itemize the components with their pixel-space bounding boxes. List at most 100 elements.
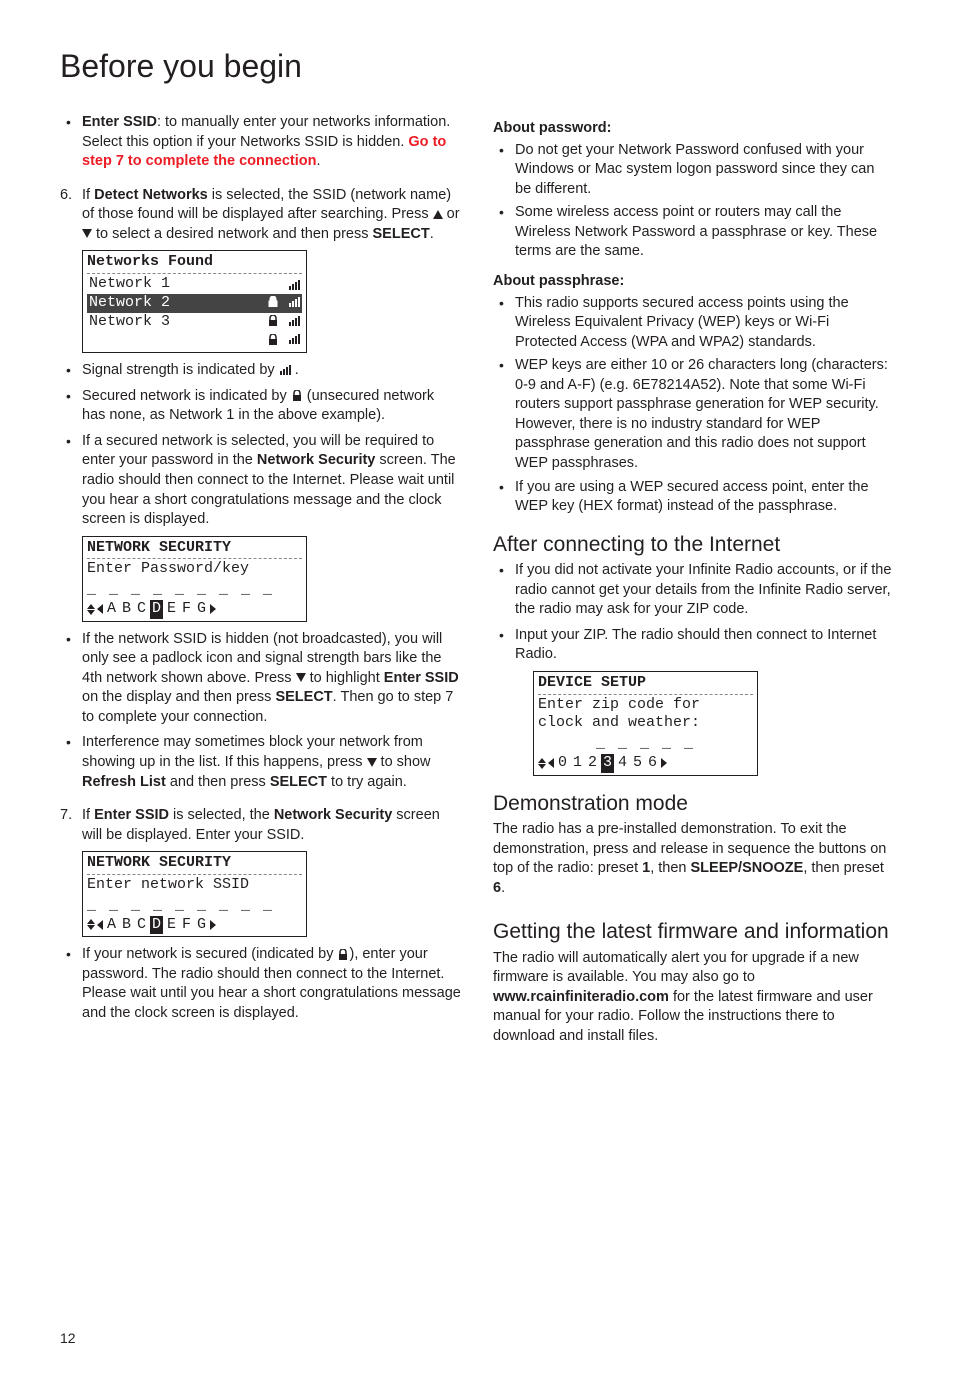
right-column: About password: Do not get your Network … [493,113,894,1046]
enter-ssid-tail: . [316,153,320,169]
page-title: Before you begin [60,48,894,85]
lock-icon [267,296,279,307]
lcd-sec-line: Enter Password/key [87,560,302,579]
firmware-text: The radio will automatically alert you f… [493,949,894,1047]
sel-char-highlight: 3 [601,754,614,773]
sel-char-highlight: D [150,916,163,935]
step-7: 7. If Enter SSID is selected, the Networ… [60,806,461,845]
page-number: 12 [60,1330,76,1346]
sel-char: 4 [616,754,629,773]
lcd-device-line1: Enter zip code for [538,696,753,715]
lcd-networks-found: Networks Found Network 1 Network 2 Netwo… [82,250,307,353]
lcd-ssid-title: NETWORK SECURITY [87,854,302,875]
sel-char: 6 [646,754,659,773]
step-6-num: 6. [60,186,72,206]
sel-char: 0 [556,754,569,773]
sel-char: E [165,916,178,935]
lcd-networks-title: Networks Found [87,253,302,274]
sel-char: A [105,916,118,935]
demo-text: The radio has a pre-installed demonstrat… [493,820,894,898]
demo-b3: 6 [493,880,501,896]
after-connecting-item: If you did not activate your Infinite Ra… [493,561,894,620]
bullet-signal-strength: Signal strength is indicated by . [60,361,461,381]
int-c: and then press [166,774,270,790]
lcd-entry-dashes: _ _ _ _ _ _ _ _ _ [87,581,302,600]
lcd-device-setup: DEVICE SETUP Enter zip code for clock an… [533,671,758,776]
step-7-num: 7. [60,806,72,826]
right-arrow-icon [661,758,667,768]
bullet-secured-selected: If a secured network is selected, you wi… [60,432,461,530]
left-column: Enter SSID: to manually enter your netwo… [60,113,461,1046]
lcd-network-security: NETWORK SECURITY Enter Password/key _ _ … [82,536,307,622]
signal-text: Signal strength is indicated by [82,362,279,378]
hs-bold2: SELECT [275,689,332,705]
bullet-interference: Interference may sometimes block your ne… [60,733,461,792]
step-6: 6. If Detect Networks is selected, the S… [60,186,461,245]
s7-b: is selected, the [169,807,274,823]
about-passphrase-block: About passphrase: This radio supports se… [493,272,894,517]
after-connecting-heading: After connecting to the Internet [493,531,894,559]
step6-bold1: Detect Networks [94,187,208,203]
demo-heading: Demonstration mode [493,790,894,818]
sel-char: G [195,600,208,619]
down-arrow-icon [82,229,92,238]
lock-icon [267,334,279,345]
demo-b: , then [650,860,690,876]
demo-b2: SLEEP/SNOOZE [691,860,804,876]
sel-char: B [120,600,133,619]
lcd-sec-title: NETWORK SECURITY [87,539,302,560]
int-bold2: SELECT [270,774,327,790]
up-arrow-icon [433,210,443,219]
fw-bold: www.rcainfiniteradio.com [493,989,669,1005]
bullet-secured-network: Secured network is indicated by (unsecur… [60,387,461,426]
lcd-network-row-4 [87,331,302,350]
firmware-heading: Getting the latest firmware and informat… [493,918,894,946]
lcd-device-line2: clock and weather: [538,714,753,733]
lcd-device-title: DEVICE SETUP [538,674,753,695]
lock-icon [291,390,303,401]
signal-icon [288,280,300,290]
ifs-a: If your network is secured (indicated by [82,946,337,962]
lock-icon [267,315,279,326]
bullet-hidden-ssid: If the network SSID is hidden (not broad… [60,630,461,728]
updown-icon [87,604,95,615]
after-connecting-item: Input your ZIP. The radio should then co… [493,626,894,665]
secsel-bold: Network Security [257,452,375,468]
lcd-net1-label: Network 1 [89,275,170,294]
fw-a: The radio will automatically alert you f… [493,950,859,986]
lcd-char-selector: A B C D E F G [87,916,302,935]
signal-icon [288,334,300,344]
lcd-char-selector: 0 1 2 3 4 5 6 [538,754,753,773]
demo-d: . [501,880,505,896]
step6-d: to select a desired network and then pre… [92,226,373,242]
step6-a: If [82,187,94,203]
hs-bold1: Enter SSID [384,670,459,686]
about-passphrase-item: WEP keys are either 10 or 26 characters … [493,356,894,473]
lcd-entry-dashes: _ _ _ _ _ _ _ _ _ [87,897,302,916]
sel-char: C [135,916,148,935]
bullet-enter-ssid: Enter SSID: to manually enter your netwo… [60,113,461,172]
down-arrow-icon [367,758,377,767]
lcd-entry-dashes: _ _ _ _ _ [538,735,753,754]
sel-char: F [180,916,193,935]
s7-bold1: Enter SSID [94,807,169,823]
step6-c: or [443,206,460,222]
lcd-network-row-3: Network 3 [87,313,302,332]
lcd-network-row-1: Network 1 [87,275,302,294]
sel-char: B [120,916,133,935]
updown-icon [87,919,95,930]
content-columns: Enter SSID: to manually enter your netwo… [60,113,894,1046]
signal-icon [288,316,300,326]
signal-icon [288,297,300,307]
sel-char: 2 [586,754,599,773]
lcd-net2-label: Network 2 [89,294,170,313]
lcd-net3-label: Network 3 [89,313,170,332]
sel-char-highlight: D [150,600,163,619]
step6-e: . [430,226,434,242]
updown-icon [538,758,546,769]
lock-icon [337,949,349,960]
enter-ssid-label: Enter SSID [82,114,157,130]
hs-c: on the display and then press [82,689,275,705]
right-arrow-icon [210,604,216,614]
about-passphrase-item: If you are using a WEP secured access po… [493,478,894,517]
